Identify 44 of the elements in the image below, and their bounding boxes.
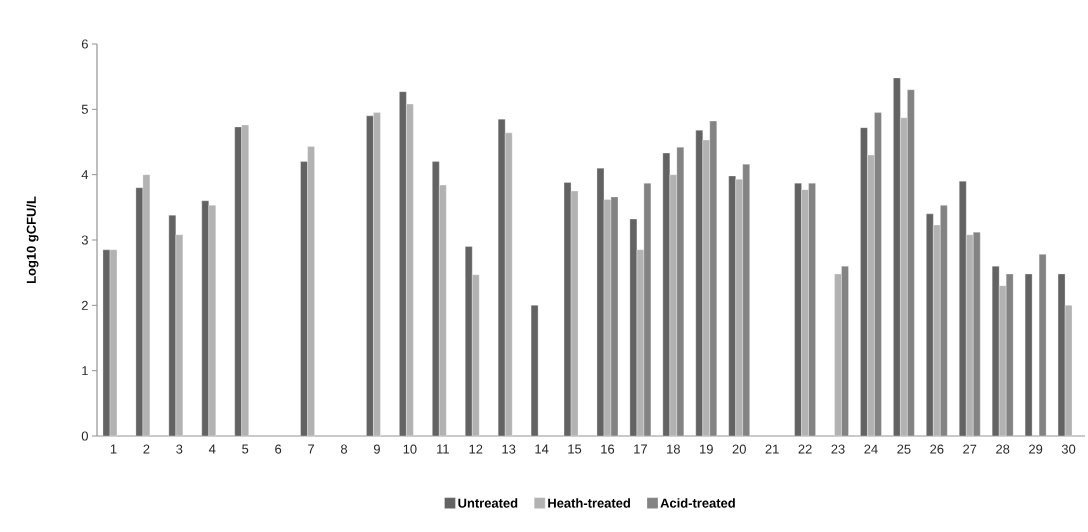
x-tick-label: 23 — [831, 444, 845, 454]
x-tick-label: 20 — [732, 444, 746, 454]
bar — [1038, 254, 1047, 437]
legend-label: Untreated — [458, 498, 518, 508]
y-tick-label: 0 — [81, 431, 88, 441]
x-tick-label: 11 — [437, 444, 449, 454]
x-tick-label: 9 — [373, 444, 380, 454]
x-tick-label: 3 — [176, 444, 183, 454]
x-tick-label: 27 — [963, 444, 977, 454]
x-tick-label: 14 — [535, 444, 549, 454]
x-tick-label: 21 — [765, 444, 779, 454]
x-tick-label: 22 — [798, 444, 812, 454]
x-tick-label: 2 — [143, 444, 150, 454]
bar — [530, 305, 539, 437]
x-tick-label: 24 — [864, 444, 878, 454]
x-tick-label: 1 — [110, 444, 117, 454]
y-tick-label: 3 — [81, 235, 88, 245]
x-tick-label: 13 — [502, 444, 516, 454]
y-tick-label: 1 — [82, 366, 88, 376]
x-tick-label: 25 — [897, 444, 911, 454]
x-tick-label: 19 — [700, 444, 713, 454]
y-tick-label: 5 — [81, 104, 88, 114]
x-tick-label: 16 — [601, 444, 615, 454]
y-tick-label: 2 — [81, 300, 88, 310]
y-tick-label: 6 — [81, 39, 88, 49]
x-tick-label: 28 — [996, 444, 1010, 454]
x-tick-label: 12 — [469, 444, 483, 454]
x-tick-label: 7 — [308, 444, 315, 454]
x-tick-label: 18 — [667, 444, 680, 454]
x-tick-label: 15 — [568, 444, 582, 454]
x-tick-label: 5 — [242, 444, 249, 454]
x-tick-label: 29 — [1029, 444, 1043, 454]
y-tick-label: 4 — [81, 170, 89, 180]
legend-label: Heath-treated — [548, 498, 630, 508]
legend-label: Acid-treated — [660, 498, 735, 508]
x-tick-label: 6 — [275, 444, 282, 454]
x-tick-label: 26 — [930, 444, 944, 454]
x-tick-label: 17 — [634, 444, 647, 454]
x-tick-label: 30 — [1061, 444, 1076, 454]
x-tick-label: 4 — [208, 444, 216, 454]
x-tick-label: 8 — [340, 444, 348, 454]
y-axis-title: Log10 gCFU/L — [26, 196, 39, 284]
bar — [1024, 273, 1033, 437]
x-tick-label: 10 — [403, 444, 417, 454]
